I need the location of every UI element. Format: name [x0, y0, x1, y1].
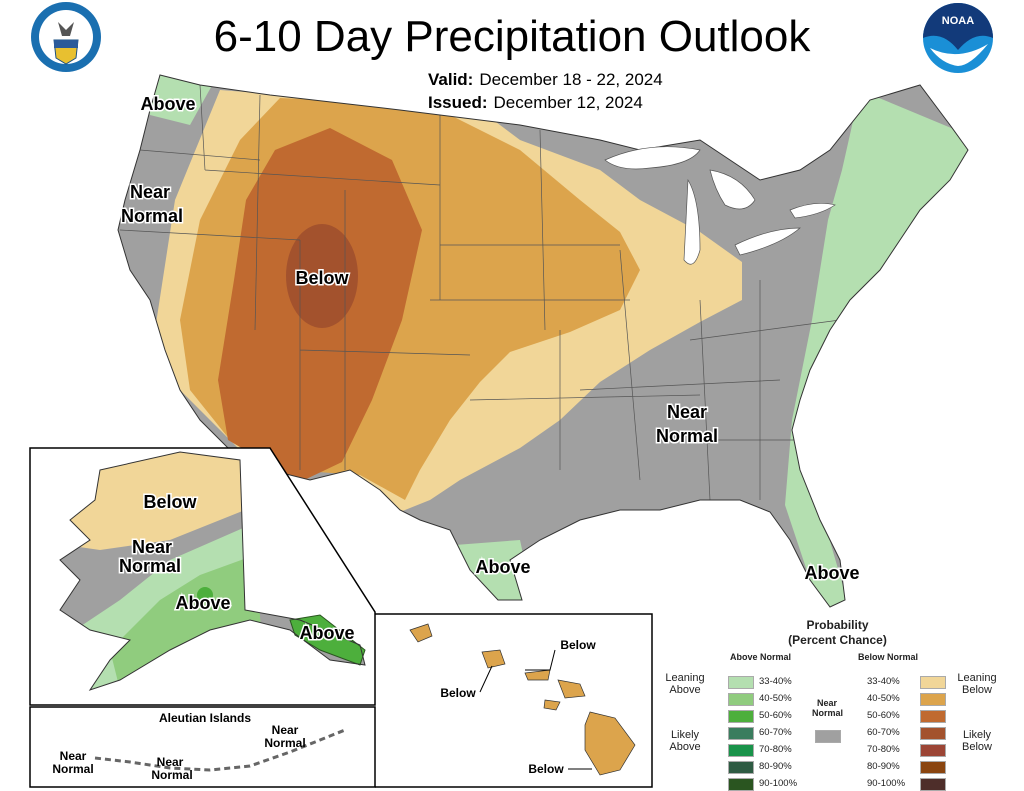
- aleutians-label-3b: Normal: [264, 736, 305, 750]
- ak-label-below: Below: [143, 492, 197, 512]
- legend-below-header: Below Normal: [858, 652, 919, 662]
- hawaii-inset: Below Below Below: [375, 613, 653, 788]
- valid-value: December 18 - 22, 2024: [479, 70, 663, 89]
- legend-near-normal-swatch: [815, 730, 841, 743]
- ak-label-near-2: Normal: [119, 556, 181, 576]
- noaa-logo-icon: NOAA: [923, 3, 993, 73]
- issued-date: Issued: December 12, 2024: [428, 93, 643, 113]
- legend-below-swatch: [920, 778, 946, 791]
- legend-above-swatch: [728, 744, 754, 757]
- legend-below-range: 90-100%: [867, 778, 906, 789]
- ak-label-above: Above: [175, 593, 230, 613]
- label-below: Below: [295, 268, 349, 288]
- great-lakes: [604, 146, 836, 265]
- legend-below-range: 60-70%: [867, 727, 900, 738]
- label-near-se-2: Normal: [656, 426, 718, 446]
- hawaii-label-1: Below: [560, 638, 596, 652]
- aleutians-label-2b: Normal: [151, 768, 192, 782]
- legend-above-range: 50-60%: [759, 710, 792, 721]
- label-near-west-2: Normal: [121, 206, 183, 226]
- legend-below-swatch: [920, 676, 946, 689]
- aleutians-label-1a: Near: [60, 749, 87, 763]
- issued-label: Issued:: [428, 93, 488, 112]
- hawaii-label-2: Below: [440, 686, 476, 700]
- page-title: 6-10 Day Precipitation Outlook: [213, 12, 811, 61]
- legend-below-range: 50-60%: [867, 710, 900, 721]
- aleutians-inset: Aleutian Islands Near Normal Near Normal…: [29, 706, 376, 788]
- likely-below-60-70-region: [286, 224, 358, 328]
- ak-label-panhandle: Above: [299, 623, 354, 643]
- aleutians-label-2a: Near: [157, 755, 184, 769]
- legend-likely-above: Likely Above: [669, 729, 701, 753]
- legend-above-swatch: [728, 710, 754, 723]
- legend-above-range: 80-90%: [759, 761, 792, 772]
- legend-below-swatch: [920, 693, 946, 706]
- legend-leaning-below: Leaning Below: [957, 672, 997, 696]
- aleutians-label-3a: Near: [272, 723, 299, 737]
- aleutians-title: Aleutian Islands: [159, 711, 251, 725]
- ak-label-near-1: Near: [132, 537, 172, 557]
- aleutians-label-1b: Normal: [52, 762, 93, 776]
- probability-legend: Probability (Percent Chance) Above Norma…: [655, 616, 1020, 791]
- label-above-florida: Above: [804, 563, 859, 583]
- valid-label: Valid:: [428, 70, 474, 89]
- legend-above-swatch: [728, 727, 754, 740]
- legend-above-header: Above Normal: [730, 652, 792, 662]
- legend-below-range: 70-80%: [867, 744, 900, 755]
- legend-below-range: 33-40%: [867, 676, 900, 687]
- alaska-inset: Below Near Normal Above Above: [29, 447, 376, 706]
- leaning-above-east-region: [785, 90, 968, 607]
- legend-below-swatch: [920, 727, 946, 740]
- legend-below-swatch: [920, 744, 946, 757]
- label-near-se-1: Near: [667, 402, 707, 422]
- valid-dates: Valid: December 18 - 22, 2024: [428, 70, 663, 90]
- legend-below-swatch: [920, 761, 946, 774]
- noaa-logo-text: NOAA: [942, 15, 974, 27]
- legend-below-range: 40-50%: [867, 693, 900, 704]
- legend-likely-below: Likely Below: [962, 729, 992, 753]
- issued-value: December 12, 2024: [493, 93, 643, 112]
- legend-above-range: 33-40%: [759, 676, 792, 687]
- legend-above-range: 70-80%: [759, 744, 792, 755]
- legend-near-normal-label: Near Normal: [812, 698, 844, 718]
- legend-title-2: (Percent Chance): [788, 633, 887, 647]
- legend-above-range: 40-50%: [759, 693, 792, 704]
- legend-above-swatch: [728, 761, 754, 774]
- conus-map: [118, 75, 968, 607]
- legend-below-range: 80-90%: [867, 761, 900, 772]
- legend-above-swatch: [728, 778, 754, 791]
- label-above-texas: Above: [475, 557, 530, 577]
- legend-above-range: 60-70%: [759, 727, 792, 738]
- legend-leaning-above: Leaning Above: [665, 672, 705, 696]
- legend-above-swatch: [728, 676, 754, 689]
- state-borders: [119, 84, 841, 501]
- legend-title-1: Probability: [806, 618, 869, 632]
- legend-above-swatch: [728, 693, 754, 706]
- legend-below-swatch: [920, 710, 946, 723]
- hawaii-label-3: Below: [528, 762, 564, 776]
- legend-above-range: 90-100%: [759, 778, 798, 789]
- label-near-west-1: Near: [130, 182, 170, 202]
- label-above-pnw: Above: [140, 94, 195, 114]
- department-of-commerce-seal-icon: [31, 2, 101, 72]
